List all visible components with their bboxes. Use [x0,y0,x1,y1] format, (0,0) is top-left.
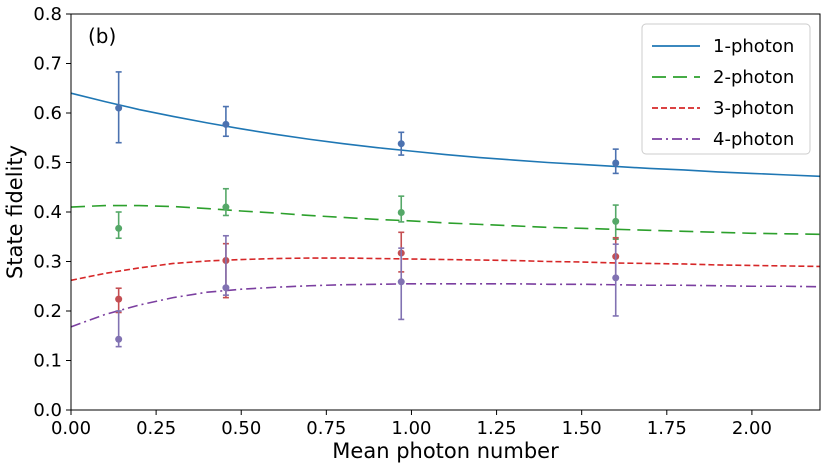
data-point [612,159,620,167]
y-tick-label: 0.4 [33,202,62,223]
data-point [397,140,405,148]
series-line [70,204,821,236]
legend-entry-2-photon: 2-photon [652,67,794,88]
x-tick-label: 1.75 [647,418,687,439]
series-3-photon [70,231,821,314]
x-tick-label: 0.00 [51,418,91,439]
x-tick-label: 1.25 [477,418,517,439]
legend-label: 2-photon [713,67,794,88]
y-tick-label: 0.5 [33,153,62,174]
data-point [397,208,405,216]
error-bar [222,187,229,217]
series-line [70,257,821,282]
y-axis-title: State fidelity [3,145,27,279]
legend-label: 4-photon [713,129,794,150]
plot-layer [70,71,821,348]
y-tick-label: 0.8 [33,4,62,25]
legend-entry-3-photon: 3-photon [652,98,794,119]
legend-entry-4-photon: 4-photon [652,129,794,150]
x-tick-label: 1.50 [562,418,602,439]
data-point [612,274,620,282]
axis-layer: 0.00 0.25 0.50 0.75 1.00 1.25 1.50 1.75 2.00 0.0 0… [33,4,772,439]
series-4-photon [70,234,821,348]
y-tick-label: 0.0 [33,400,62,421]
legend-label: 1-photon [713,36,794,57]
x-tick-label: 0.50 [221,418,261,439]
y-tick-label: 0.3 [33,252,62,273]
legend-entry-1-photon: 1-photon [652,36,794,57]
data-point [115,335,123,343]
legend-label: 3-photon [713,98,794,119]
x-tick-label: 1.00 [391,418,431,439]
data-point [115,104,123,112]
data-point [115,295,123,303]
data-point [222,203,230,211]
legend: 1-photon 2-photon 3-photon 4-photon [641,23,811,155]
data-point [115,224,123,232]
data-point [222,120,230,128]
series-line [70,282,821,328]
y-tick-label: 0.6 [33,103,62,124]
series-1-photon [70,71,821,178]
x-tick-label: 0.75 [306,418,346,439]
x-axis-title: Mean photon number [332,439,559,463]
y-tick-label: 0.1 [33,351,62,372]
panel-label: (b) [88,24,116,48]
series-2-photon [70,187,821,241]
x-tick-label: 2.00 [732,418,772,439]
data-point [397,278,405,286]
x-tick-label: 0.25 [136,418,176,439]
data-point [222,284,230,292]
y-tick-label: 0.7 [33,54,62,75]
data-point [612,217,620,225]
series-line [70,92,821,178]
y-tick-label: 0.2 [33,301,62,322]
legend-box [641,23,811,155]
